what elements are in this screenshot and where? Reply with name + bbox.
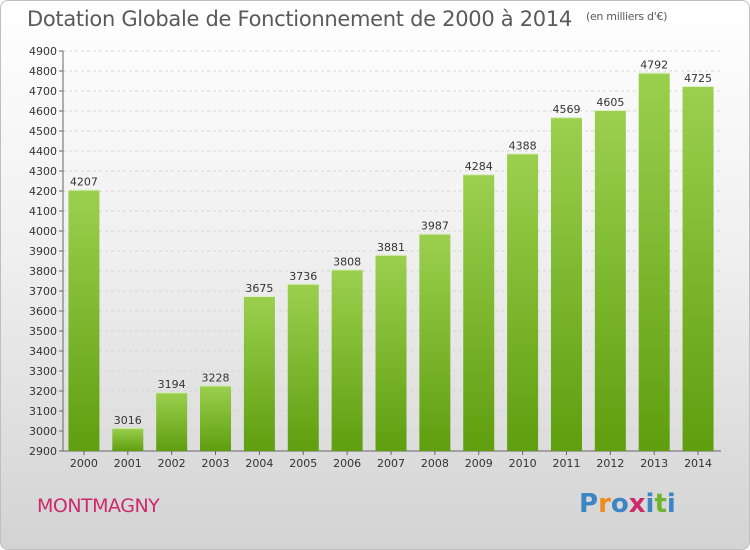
chart-title-text: Dotation Globale de Fonctionnement de 20… [27,7,572,31]
x-tick-label-2008: 2008 [421,457,449,470]
x-tick-label-2002: 2002 [158,457,186,470]
value-label-2005: 3736 [289,270,317,283]
y-tick-label: 3700 [29,285,57,298]
x-tick-label-2013: 2013 [640,457,668,470]
y-tick-label: 3900 [29,245,57,258]
y-tick-label: 4000 [29,225,57,238]
y-tick-label: 4600 [29,105,57,118]
bar-2014 [682,86,714,451]
bar-2013 [638,72,670,451]
logo-letter: r [598,489,611,519]
value-label-2012: 4605 [596,96,624,109]
x-tick-label-2011: 2011 [552,457,580,470]
bar-2012 [594,110,626,451]
x-tick-label-2014: 2014 [684,457,712,470]
bars [68,72,714,451]
logo-letter: i [666,489,676,519]
y-tick-label: 4200 [29,185,57,198]
y-tick-label: 2900 [29,445,57,458]
y-tick-label: 3200 [29,385,57,398]
value-label-2008: 3987 [421,220,449,233]
bar-2001 [112,427,144,451]
bar-2010 [507,153,539,451]
x-tick-label-2000: 2000 [70,457,98,470]
logo-letter: i [645,489,655,519]
logo-letter: P [579,489,599,519]
bar-2003 [200,385,232,451]
y-tick-label: 3800 [29,265,57,278]
y-tick-label: 4100 [29,205,57,218]
value-label-2010: 4388 [509,139,537,152]
chart-title: Dotation Globale de Fonctionnement de 20… [27,7,667,31]
x-tick-label-2006: 2006 [333,457,361,470]
value-label-2001: 3016 [114,414,142,427]
bar-2004 [243,296,275,451]
x-tick-label-2001: 2001 [114,457,142,470]
y-tick-label: 4700 [29,85,57,98]
y-tick-label: 4300 [29,165,57,178]
x-tick-label-2003: 2003 [202,457,230,470]
x-tick-label-2012: 2012 [596,457,624,470]
x-tick-label-2005: 2005 [289,457,317,470]
value-label-2004: 3675 [245,282,273,295]
y-tick-label: 3100 [29,405,57,418]
value-label-2013: 4792 [640,59,668,72]
value-label-2009: 4284 [465,160,493,173]
y-tick-label: 3500 [29,325,57,338]
x-tick-label-2004: 2004 [245,457,273,470]
logo-letter: o [610,489,629,519]
bar-2011 [550,117,582,451]
value-label-2014: 4725 [684,72,712,85]
bar-2009 [463,174,495,451]
x-tick-label-2010: 2010 [509,457,537,470]
y-tick-label: 3400 [29,345,57,358]
x-tick-label-2009: 2009 [465,457,493,470]
bar-2005 [287,283,319,451]
x-tick-label-2007: 2007 [377,457,405,470]
bar-2002 [156,392,188,451]
y-tick-label: 4500 [29,125,57,138]
y-tick-label: 4400 [29,145,57,158]
proxiti-logo: Proxiti [579,489,676,519]
value-label-2011: 4569 [552,103,580,116]
labels: 2900 3000 3100 3200 3300 3400 3500 3600 3700 3800… [29,45,712,470]
bar-2006 [331,269,363,451]
value-label-2002: 3194 [158,378,186,391]
bar-2008 [419,233,451,451]
commune-name: MONTMAGNY [37,495,160,517]
y-tick-label: 4800 [29,65,57,78]
value-label-2003: 3228 [202,371,230,384]
chart-subtitle: (en milliers d'€) [585,10,668,23]
bar-2000 [68,189,100,451]
bar-2007 [375,254,407,451]
value-label-2000: 4207 [70,176,98,189]
y-tick-label: 3600 [29,305,57,318]
y-tick-label: 4900 [29,45,57,58]
logo-letter: t [654,489,667,519]
value-label-2006: 3808 [333,255,361,268]
y-tick-label: 3300 [29,365,57,378]
y-tick-label: 3000 [29,425,57,438]
value-label-2007: 3881 [377,241,405,254]
logo-letter: x [628,489,646,519]
